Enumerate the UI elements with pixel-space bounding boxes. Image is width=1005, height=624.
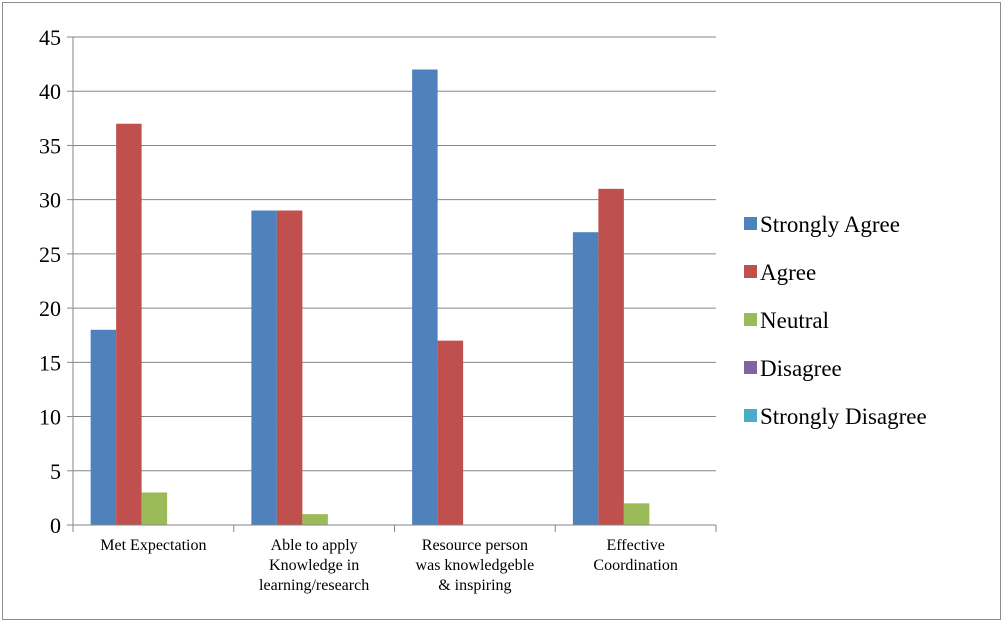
bar-strongly-agree-effective-coordination xyxy=(572,232,599,525)
x-tick-label-resource-person-was-knowledgeble-inspiring: Resource person was knowledgeble & inspiri… xyxy=(416,537,535,594)
y-tick-label-45: 45 xyxy=(39,25,61,50)
bar-neutral-met-expectation xyxy=(141,492,168,525)
legend-swatch-strongly-disagree xyxy=(744,409,757,422)
y-tick-label-10: 10 xyxy=(39,405,61,430)
legend-label-strongly-agree: Strongly Agree xyxy=(760,212,900,237)
y-tick-label-5: 5 xyxy=(50,459,61,484)
x-tick-labels: Met Expectation Able to apply Knowledge in… xyxy=(100,537,678,594)
x-tick-label-met-expectation: Met Expectation xyxy=(100,537,206,554)
y-tick-label-35: 35 xyxy=(39,133,61,158)
legend: Strongly Agree Agree Neutral Disagree Strong… xyxy=(744,212,927,429)
legend-swatch-disagree xyxy=(744,361,757,374)
bar-strongly-agree-met-expectation xyxy=(90,329,117,525)
bar-agree-able-to-apply-knowledge-in-learning-research xyxy=(276,210,303,525)
bar-agree-effective-coordination xyxy=(598,188,624,526)
y-tick-labels: 0 5 10 15 20 25 30 35 40 45 xyxy=(39,25,61,538)
legend-label-strongly-disagree: Strongly Disagree xyxy=(760,404,927,429)
legend-swatch-neutral xyxy=(744,313,757,326)
bar-strongly-agree-able-to-apply-knowledge-in-learning-research xyxy=(251,210,277,525)
y-tick-label-40: 40 xyxy=(39,79,61,104)
bar-agree-resource-person-was-knowledgeble-inspiring xyxy=(437,340,464,525)
axes xyxy=(67,36,717,532)
y-tick-label-25: 25 xyxy=(39,242,61,267)
y-tick-label-15: 15 xyxy=(39,350,61,375)
bars xyxy=(90,69,650,526)
legend-swatch-agree xyxy=(744,265,757,278)
y-tick-label-30: 30 xyxy=(39,188,61,213)
x-tick-label-effective-coordination: Effective Coordination xyxy=(593,537,677,574)
bar-strongly-agree-resource-person-was-knowledgeble-inspiring xyxy=(412,69,438,526)
bar-neutral-able-to-apply-knowledge-in-learning-research xyxy=(302,514,328,525)
legend-swatch-strongly-agree xyxy=(744,217,757,230)
legend-label-neutral: Neutral xyxy=(760,308,829,333)
legend-label-agree: Agree xyxy=(760,260,816,285)
y-tick-label-20: 20 xyxy=(39,296,61,321)
bar-agree-met-expectation xyxy=(116,123,142,525)
bar-neutral-effective-coordination xyxy=(623,503,650,525)
legend-label-disagree: Disagree xyxy=(760,356,842,381)
x-tick-label-able-to-apply-knowledge-in-learning-research: Able to apply Knowledge in learning/resear… xyxy=(259,537,369,594)
y-tick-label-0: 0 xyxy=(50,513,61,538)
